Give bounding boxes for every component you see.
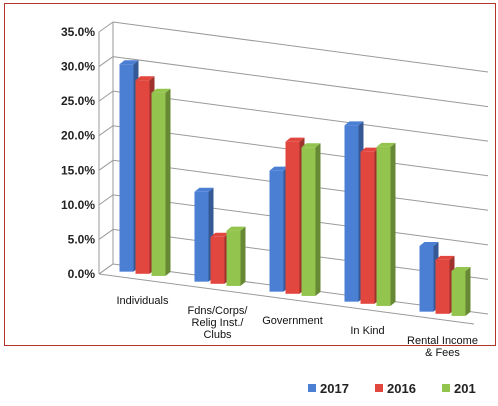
floor-front-edge xyxy=(98,273,475,325)
x-tick-label: In Kind xyxy=(350,325,384,337)
bar-front xyxy=(344,125,359,302)
bar xyxy=(376,142,396,306)
bar-top xyxy=(344,121,364,126)
gridline xyxy=(112,56,489,108)
bar-front xyxy=(376,146,391,306)
x-tick-line: Clubs xyxy=(203,329,232,341)
y-tick-label: 10.0% xyxy=(61,198,95,212)
bar-side xyxy=(315,143,321,296)
x-tick-line: Government xyxy=(262,315,323,327)
bar-top xyxy=(285,137,305,142)
side-gridline xyxy=(98,194,114,206)
bar-front xyxy=(151,92,166,276)
bar-top xyxy=(360,147,380,152)
side-gridline xyxy=(98,56,114,67)
y-tick-label: 15.0% xyxy=(61,163,95,177)
bar-top xyxy=(269,166,289,171)
legend-label: 2016 xyxy=(387,381,416,396)
bar-front xyxy=(226,230,241,286)
bar-side xyxy=(465,266,471,316)
legend-swatch xyxy=(375,384,383,392)
bar xyxy=(301,143,321,296)
bar xyxy=(451,266,471,316)
y-tick-label: 35.0% xyxy=(61,25,95,39)
bar-front xyxy=(210,236,225,284)
bar-top xyxy=(451,266,471,271)
bar-front xyxy=(119,64,134,272)
y-tick-label: 0.0% xyxy=(68,267,96,281)
x-tick-line: In Kind xyxy=(350,325,384,337)
bar-front xyxy=(269,170,284,292)
bar-top xyxy=(119,60,139,65)
bar-front xyxy=(451,270,466,316)
side-gridline xyxy=(98,229,114,240)
x-tick-label: Individuals xyxy=(117,295,169,307)
side-gridline xyxy=(98,125,114,137)
side-gridline xyxy=(98,159,114,171)
x-tick-label: Rental Income & Fees xyxy=(407,335,478,359)
bar-top xyxy=(210,232,230,237)
x-tick-line: Relig Inst./ xyxy=(192,317,245,329)
bar xyxy=(151,88,171,276)
side-gridline xyxy=(98,21,114,33)
x-tick-label: Fdns/Corps/Relig Inst./Clubs xyxy=(188,305,249,341)
x-tick-line: Rental Income xyxy=(407,335,478,347)
bar-top xyxy=(194,187,214,192)
y-tick-label: 5.0% xyxy=(68,232,96,246)
gridline xyxy=(112,90,489,142)
y-tick-label: 25.0% xyxy=(61,94,95,108)
y-tick-label: 30.0% xyxy=(61,60,95,74)
bar-front xyxy=(419,245,434,312)
bar-side xyxy=(165,88,171,276)
x-tick-line: Individuals xyxy=(117,295,169,307)
bar-side xyxy=(390,142,396,306)
bar-top xyxy=(151,88,171,93)
y-tick-label: 20.0% xyxy=(61,129,95,143)
x-tick-line: Fdns/Corps/ xyxy=(188,305,249,317)
bar-top xyxy=(226,226,246,231)
x-tick-line: & Fees xyxy=(425,347,460,359)
bar-top xyxy=(135,76,155,81)
floor-side-edge xyxy=(98,263,114,275)
bar xyxy=(226,226,246,286)
bar-front xyxy=(435,259,450,314)
bar-front xyxy=(301,147,316,296)
bar-front xyxy=(135,80,150,274)
x-tick-label: Government xyxy=(262,315,323,327)
legend-label: 2017 xyxy=(320,381,349,396)
bar-front xyxy=(360,151,375,304)
bar-top xyxy=(419,241,439,246)
legend-swatch xyxy=(442,384,450,392)
chart-frame xyxy=(4,3,496,346)
bar-front xyxy=(194,191,209,282)
bar-side xyxy=(240,226,246,286)
bar-top xyxy=(435,255,455,260)
bar-front xyxy=(285,141,300,294)
legend-label: 201 xyxy=(454,381,476,396)
side-gridline xyxy=(98,90,114,102)
gridline xyxy=(112,21,489,73)
bar-top xyxy=(301,143,321,148)
legend-swatch xyxy=(308,384,316,392)
bar-top xyxy=(376,142,396,147)
